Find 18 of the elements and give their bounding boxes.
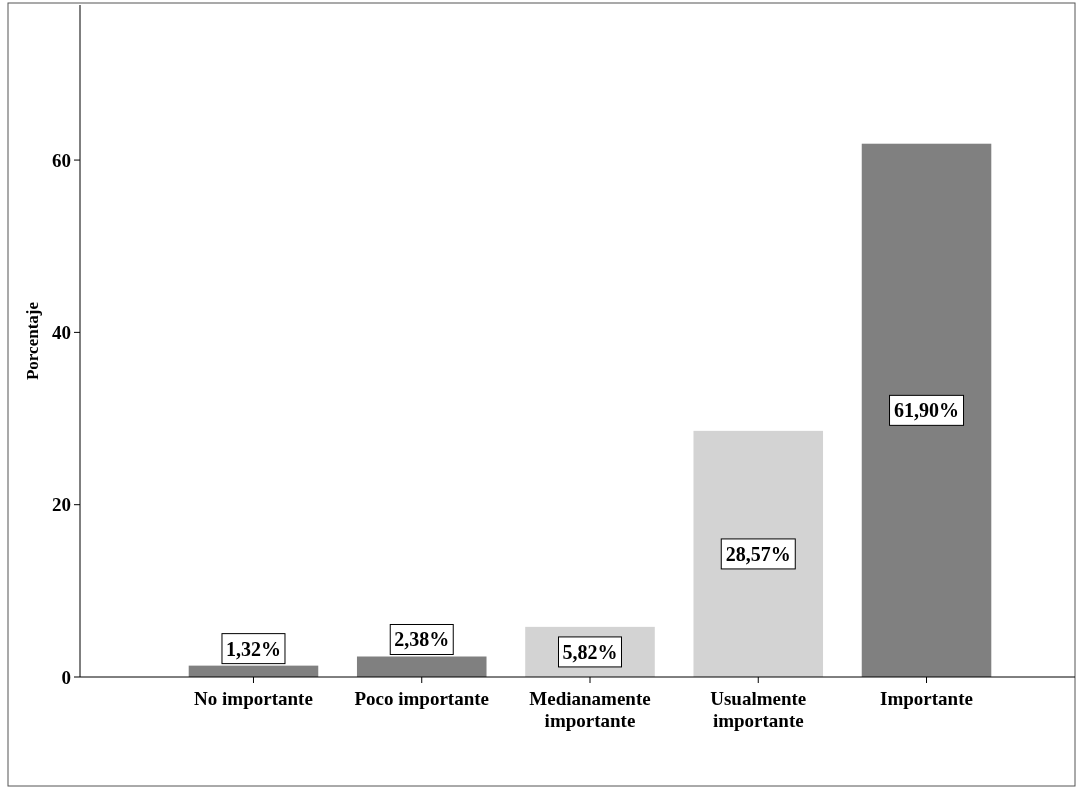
data-label: 61,90% xyxy=(894,399,960,422)
data-label: 28,57% xyxy=(725,542,791,565)
x-tick-label: Poco importante xyxy=(354,688,490,709)
y-tick-label: 0 xyxy=(61,666,71,688)
y-tick-label: 20 xyxy=(52,494,71,516)
y-axis-title: Porcentaje xyxy=(23,301,42,381)
x-tick-label: Importante xyxy=(880,688,973,709)
y-tick-label: 40 xyxy=(52,322,71,344)
bar xyxy=(356,656,487,677)
data-label: 1,32% xyxy=(225,637,281,660)
x-tick-label: Usualmente importante xyxy=(710,688,807,731)
bar xyxy=(693,430,824,677)
x-tick-label: No importante xyxy=(194,688,313,709)
data-label: 2,38% xyxy=(394,628,450,651)
y-tick-label: 60 xyxy=(52,149,71,171)
data-label: 5,82% xyxy=(562,640,618,663)
x-tick-label: Medianamente importante xyxy=(529,688,651,731)
bar xyxy=(861,143,992,677)
